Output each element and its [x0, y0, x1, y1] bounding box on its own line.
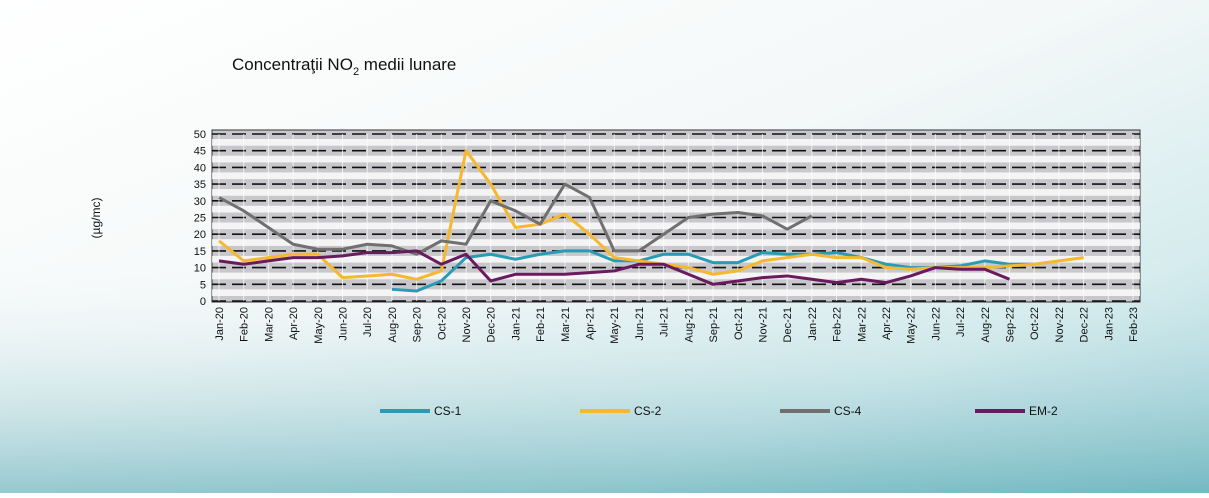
x-tick-label: Dec-21 [782, 307, 794, 342]
x-tick-label: Mar-21 [560, 307, 572, 342]
x-tick-label: Mar-22 [856, 307, 868, 342]
grid-stripe [212, 189, 1140, 196]
grid-stripe [212, 239, 1140, 246]
legend-label: CS-2 [634, 404, 662, 418]
x-tick-label: Jun-20 [338, 307, 350, 341]
x-tick-label: Feb-23 [1128, 307, 1140, 342]
y-tick-label: 30 [194, 196, 206, 208]
legend-label: CS-4 [834, 404, 862, 418]
y-tick-label: 50 [194, 129, 206, 141]
x-tick-label: Apr-22 [881, 307, 893, 340]
y-tick-label: 45 [194, 146, 206, 158]
y-tick-label: 20 [194, 229, 206, 241]
y-tick-label: 25 [194, 213, 206, 225]
x-tick-label: Jan-22 [807, 307, 819, 341]
x-tick-label: Jul-20 [362, 307, 374, 337]
x-tick-label: Jan-21 [510, 307, 522, 341]
x-tick-label: Aug-22 [980, 307, 992, 342]
y-tick-label: 15 [194, 246, 206, 258]
x-tick-label: Apr-21 [585, 307, 597, 340]
x-tick-label: Oct-20 [436, 307, 448, 340]
x-tick-label: Mar-20 [263, 307, 275, 342]
x-tick-label: Jan-20 [214, 307, 226, 341]
y-tick-label: 5 [200, 279, 206, 291]
grid-stripe [212, 155, 1140, 163]
x-tick-label: Sep-20 [412, 307, 424, 342]
x-tick-label: Feb-20 [239, 307, 251, 342]
legend-label: CS-1 [434, 404, 462, 418]
grid-stripe [212, 289, 1140, 296]
legend-label: EM-2 [1029, 404, 1058, 418]
grid-stripe [212, 172, 1140, 180]
y-axis-label: (µg/mc) [89, 198, 103, 239]
x-tick-label: Nov-22 [1054, 307, 1066, 342]
x-tick-label: Jul-21 [659, 307, 671, 337]
x-tick-label: Sep-22 [1004, 307, 1016, 342]
x-tick-label: Feb-22 [832, 307, 844, 342]
x-tick-label: Oct-22 [1029, 307, 1041, 340]
x-tick-label: Nov-21 [757, 307, 769, 342]
grid-stripe [212, 255, 1140, 263]
chart-title: Concentraţii NO2 medii lunare [232, 55, 456, 78]
series-line [218, 182, 813, 256]
y-tick-label: 10 [194, 263, 206, 275]
x-tick-label: Aug-20 [387, 307, 399, 342]
y-tick-label: 40 [194, 162, 206, 174]
grid-stripe [212, 139, 1140, 146]
y-tick-label: 35 [194, 179, 206, 191]
x-tick-label: Jun-22 [930, 307, 942, 341]
x-tick-label: Jan-23 [1103, 307, 1115, 341]
x-tick-label: Nov-20 [461, 307, 473, 342]
x-tick-label: Sep-21 [708, 307, 720, 342]
y-tick-label: 0 [200, 296, 206, 308]
x-tick-label: Aug-21 [683, 307, 695, 342]
grid-stripe [212, 272, 1140, 280]
x-tick-label: Dec-20 [486, 307, 498, 342]
x-tick-label: Jun-21 [634, 307, 646, 341]
x-tick-label: Feb-21 [535, 307, 547, 342]
x-tick-label: May-21 [609, 307, 621, 344]
x-tick-label: May-22 [906, 307, 918, 344]
x-tick-label: Jul-22 [955, 307, 967, 337]
x-tick-label: Oct-21 [733, 307, 745, 340]
x-tick-label: Apr-20 [288, 307, 300, 340]
grid-stripe [212, 205, 1140, 213]
series-line [218, 249, 1011, 286]
x-tick-label: May-20 [313, 307, 325, 344]
x-tick-label: Dec-22 [1079, 307, 1091, 342]
